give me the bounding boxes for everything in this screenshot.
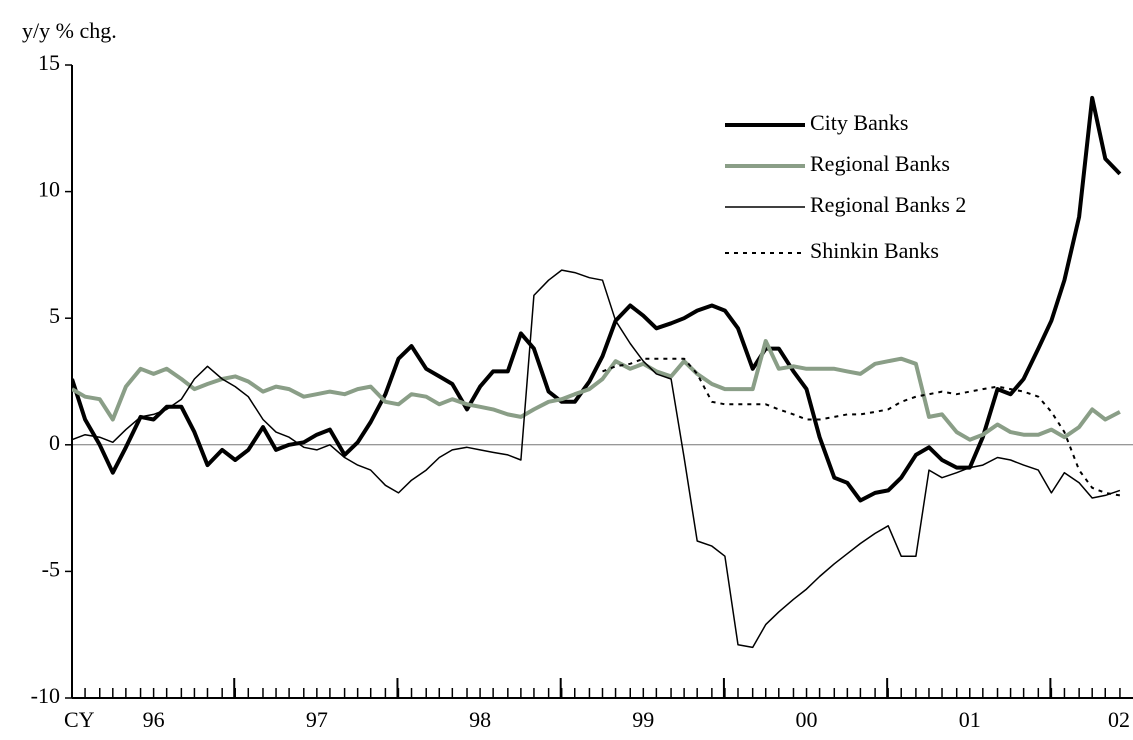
x-tick-label: 99 <box>632 707 654 732</box>
y-tick-label: 5 <box>49 303 60 328</box>
series-line <box>72 95 1122 503</box>
series-line <box>602 357 1121 497</box>
x-tick-label: 02 <box>1108 707 1130 732</box>
y-tick-label: -5 <box>42 556 60 581</box>
y-axis-label: y/y % chg. <box>22 18 117 43</box>
y-tick-label: 0 <box>49 430 60 455</box>
plot-area <box>72 95 1122 649</box>
y-tick-label: 10 <box>38 177 60 202</box>
x-tick-label: 97 <box>306 707 328 732</box>
x-axis-label: CY <box>64 707 95 732</box>
legend-label: Regional Banks 2 <box>810 192 966 217</box>
x-tick-label: 01 <box>959 707 981 732</box>
legend-label: Regional Banks <box>810 151 950 176</box>
legend-label: Shinkin Banks <box>810 238 939 263</box>
legend-label: City Banks <box>810 110 908 135</box>
x-tick-label: 98 <box>469 707 491 732</box>
y-tick-label: -10 <box>31 683 60 708</box>
y-tick-label: 15 <box>38 50 60 75</box>
series-line <box>72 269 1121 649</box>
series-line <box>72 339 1121 442</box>
x-tick-label: 96 <box>143 707 165 732</box>
x-tick-label: 00 <box>796 707 818 732</box>
